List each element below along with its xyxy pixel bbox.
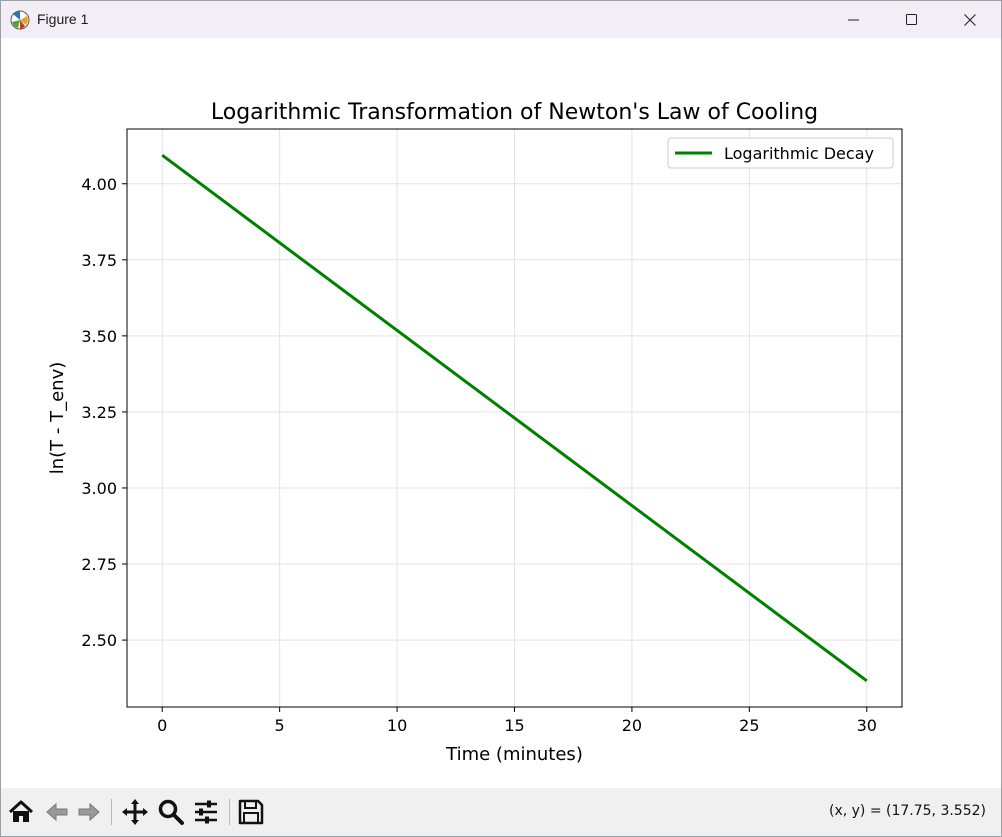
save-button[interactable] — [235, 796, 267, 828]
navigation-toolbar: (x, y) = (17.75, 3.552) — [1, 788, 1001, 836]
x-tick-label: 15 — [504, 716, 524, 735]
chart-title: Logarithmic Transformation of Newton's L… — [211, 100, 818, 125]
y-tick-label: 2.50 — [81, 631, 117, 650]
toolbar-separator — [111, 799, 112, 825]
y-tick-label: 3.00 — [81, 479, 117, 498]
cursor-coordinates: (x, y) = (17.75, 3.552) — [828, 803, 986, 819]
matplotlib-app-icon — [10, 10, 30, 30]
x-tick-label: 5 — [275, 716, 285, 735]
minimize-icon — [848, 19, 859, 20]
forward-icon — [78, 802, 100, 822]
pan-button[interactable] — [119, 796, 151, 828]
legend-label: Logarithmic Decay — [724, 144, 874, 163]
minimize-button[interactable] — [825, 1, 883, 38]
chart-svg: 0 5 10 15 20 25 30 2.50 2.75 3.00 3.25 3.50 3.75 4.00… — [47, 100, 903, 765]
series-line — [161, 153, 868, 683]
close-button[interactable] — [941, 1, 999, 38]
configure-subplots-button[interactable] — [190, 796, 222, 828]
forward-button[interactable] — [73, 796, 105, 828]
window-title: Figure 1 — [37, 11, 89, 27]
y-tick-label: 2.75 — [81, 555, 117, 574]
pan-icon — [122, 799, 148, 825]
title-bar[interactable]: Figure 1 — [1, 1, 1001, 38]
maximize-button[interactable] — [883, 1, 941, 38]
zoom-button[interactable] — [155, 796, 187, 828]
save-icon — [238, 799, 264, 825]
y-tick-label: 3.75 — [81, 251, 117, 270]
grid-lines — [127, 129, 902, 707]
x-tick-label: 20 — [622, 716, 642, 735]
x-tick-label: 30 — [857, 716, 877, 735]
y-axis-label: ln(T - T_env) — [47, 362, 68, 475]
close-icon — [964, 13, 976, 26]
series-lines — [161, 153, 868, 683]
legend: Logarithmic Decay — [667, 137, 894, 169]
x-tick-label: 10 — [387, 716, 407, 735]
x-tick-label: 0 — [157, 716, 167, 735]
maximize-icon — [906, 13, 917, 25]
zoom-icon — [158, 799, 184, 825]
y-tick-label: 3.50 — [81, 327, 117, 346]
ticks: 0 5 10 15 20 25 30 2.50 2.75 3.00 3.25 3.50 3.75 4.00 — [81, 175, 877, 735]
x-axis-label: Time (minutes) — [445, 744, 583, 765]
toolbar-separator — [229, 799, 230, 825]
home-icon — [8, 800, 34, 822]
x-tick-label: 25 — [739, 716, 759, 735]
back-icon — [46, 802, 68, 822]
configure-subplots-icon — [195, 800, 217, 824]
home-button[interactable] — [5, 796, 37, 828]
y-tick-label: 4.00 — [81, 175, 117, 194]
legend-box — [667, 137, 894, 169]
figure-canvas[interactable]: 0 5 10 15 20 25 30 2.50 2.75 3.00 3.25 3.50 3.75 4.00… — [1, 38, 1001, 788]
back-button[interactable] — [41, 796, 73, 828]
y-tick-label: 3.25 — [81, 403, 117, 422]
